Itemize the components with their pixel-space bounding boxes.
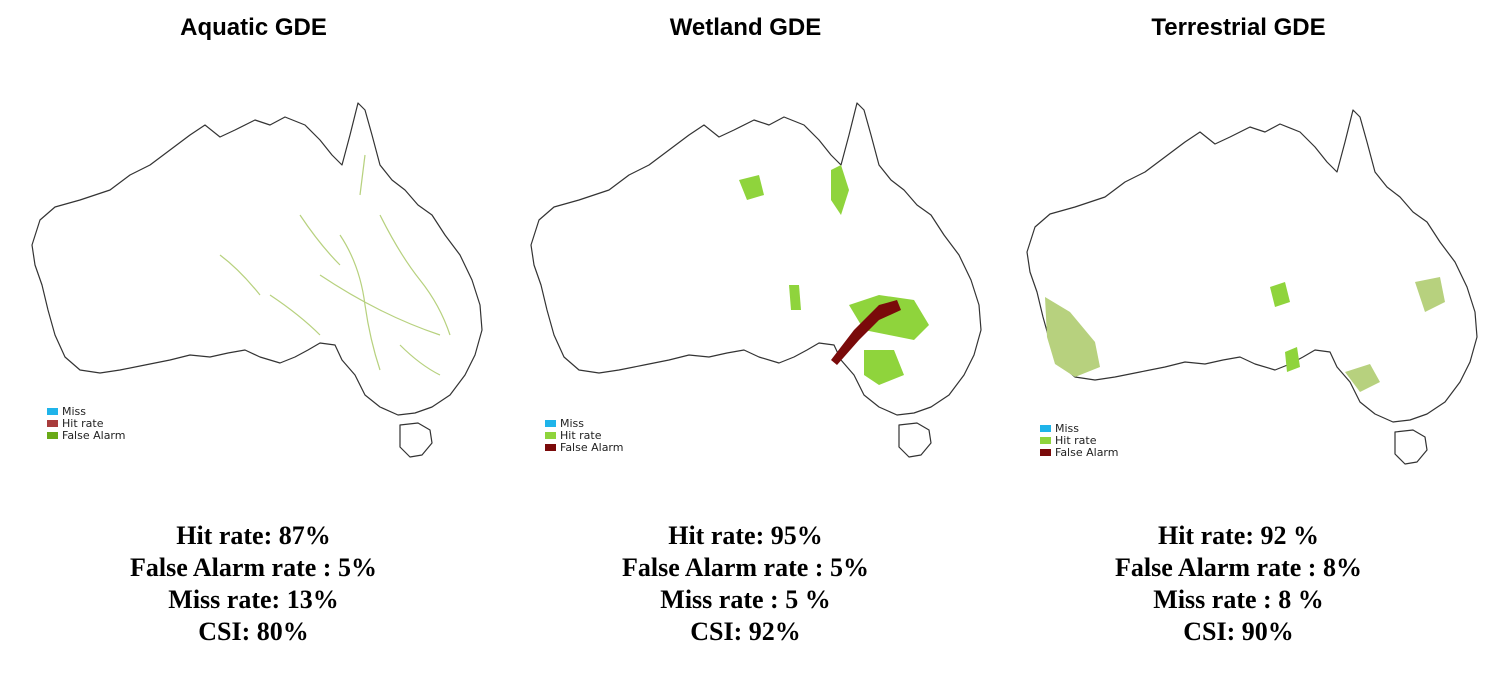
legend-item-hit: Hit rate	[1040, 433, 1118, 447]
legend-label: Miss	[1055, 421, 1080, 435]
hit-rate-stat: Hit rate: 92 %	[1157, 521, 1319, 550]
legend-label: Miss	[62, 404, 87, 418]
panel-aquatic: Aquatic GDE Miss Hit rate False Alarm Hi…	[5, 0, 502, 678]
hit-region	[831, 165, 849, 215]
csi-stat: CSI: 90%	[1183, 617, 1294, 646]
classification-layer	[739, 165, 929, 385]
legend-swatch	[1040, 424, 1051, 432]
stats-block: Hit rate: 87% False Alarm rate : 5% Miss…	[5, 520, 502, 648]
panel-terrestrial: Terrestrial GDE Miss Hit rate False Alar…	[990, 0, 1487, 678]
hit-region	[1045, 297, 1100, 377]
map-outline	[1026, 109, 1478, 465]
false-alarm-stat: False Alarm rate : 8%	[1115, 553, 1362, 582]
hit-region	[1285, 347, 1300, 372]
false-alarm-stat: False Alarm rate : 5%	[622, 553, 869, 582]
river-line	[299, 214, 341, 266]
legend-item-false-alarm: False Alarm	[545, 440, 624, 454]
legend-label: Hit rate	[62, 416, 104, 430]
river-line	[379, 214, 451, 336]
legend-label: False Alarm	[560, 440, 624, 454]
river-line	[359, 154, 366, 196]
panel-wetland: Wetland GDE Miss Hit rate False Alarm Hi…	[497, 0, 994, 678]
panel-title: Terrestrial GDE	[1151, 14, 1326, 41]
legend-item-miss: Miss	[47, 404, 125, 418]
stats-block: Hit rate: 95% False Alarm rate : 5% Miss…	[497, 520, 994, 648]
australia-map	[31, 102, 483, 458]
australia-map	[1026, 109, 1478, 465]
map-legend: Miss Hit rate False Alarm	[1040, 421, 1119, 459]
miss-rate-stat: Miss rate : 8 %	[1153, 585, 1324, 614]
hit-region	[864, 350, 904, 385]
legend-swatch	[47, 419, 58, 427]
false-alarm-region	[831, 300, 901, 365]
legend-label: False Alarm	[1055, 445, 1119, 459]
map-legend: Miss Hit rate False Alarm	[545, 416, 624, 454]
river-line	[339, 234, 381, 371]
csi-stat: CSI: 80%	[198, 617, 309, 646]
river-line	[269, 294, 321, 336]
hit-region	[789, 285, 801, 310]
legend-swatch	[545, 443, 556, 451]
legend-label: Miss	[560, 416, 585, 430]
legend-label: Hit rate	[560, 428, 602, 442]
hit-region	[1270, 282, 1290, 307]
legend-swatch	[1040, 448, 1051, 456]
panel-title: Wetland GDE	[669, 14, 822, 41]
legend-label: Hit rate	[1055, 433, 1097, 447]
australia-map	[530, 102, 982, 458]
map-outline	[530, 102, 982, 458]
classification-layer	[1045, 277, 1445, 392]
legend-item-false-alarm: False Alarm	[47, 428, 126, 442]
hit-rate-stat: Hit rate: 95%	[668, 521, 823, 550]
river-line	[319, 274, 441, 336]
legend-swatch	[47, 407, 58, 415]
legend-item-hit: Hit rate	[545, 428, 623, 442]
legend-swatch	[47, 431, 58, 439]
miss-rate-stat: Miss rate: 13%	[168, 585, 339, 614]
legend-swatch	[1040, 436, 1051, 444]
stats-block: Hit rate: 92 % False Alarm rate : 8% Mis…	[990, 520, 1487, 648]
map-legend: Miss Hit rate False Alarm	[47, 404, 126, 442]
legend-label: False Alarm	[62, 428, 126, 442]
hit-region	[739, 175, 764, 200]
legend-item-hit: Hit rate	[47, 416, 125, 430]
legend-item-miss: Miss	[1040, 421, 1118, 435]
csi-stat: CSI: 92%	[690, 617, 801, 646]
false-alarm-stat: False Alarm rate : 5%	[130, 553, 377, 582]
river-line	[399, 344, 441, 376]
river-line	[219, 254, 261, 296]
legend-swatch	[545, 419, 556, 427]
miss-rate-stat: Miss rate : 5 %	[660, 585, 831, 614]
hit-region	[1345, 364, 1380, 392]
map-outline	[31, 102, 483, 458]
classification-layer	[219, 154, 451, 376]
hit-rate-stat: Hit rate: 87%	[176, 521, 331, 550]
panel-title: Aquatic GDE	[180, 14, 327, 41]
legend-swatch	[545, 431, 556, 439]
legend-item-false-alarm: False Alarm	[1040, 445, 1119, 459]
legend-item-miss: Miss	[545, 416, 623, 430]
hit-region	[1415, 277, 1445, 312]
